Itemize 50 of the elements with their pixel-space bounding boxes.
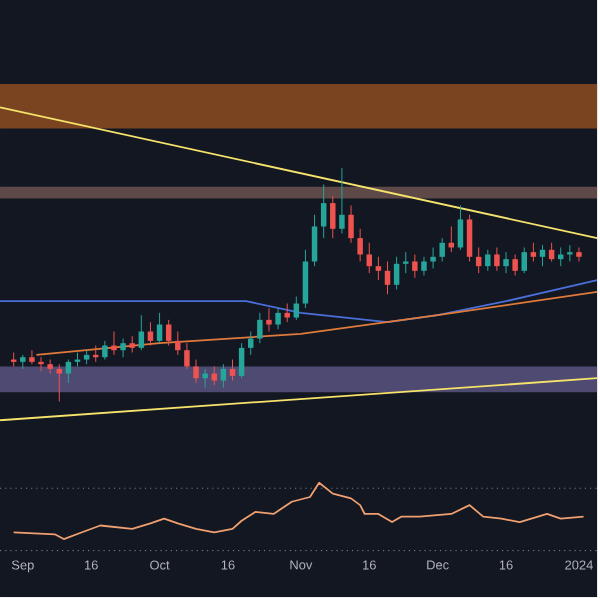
candlestick (65, 359, 72, 384)
candlestick (102, 340, 108, 361)
candlestick (494, 247, 500, 272)
candlestick (430, 247, 436, 270)
candlestick (175, 331, 181, 356)
candlestick (257, 312, 263, 345)
candlestick (357, 228, 363, 263)
candlestick (193, 359, 199, 384)
candlestick (29, 350, 35, 366)
candlestick (165, 319, 172, 347)
candlestick (403, 252, 409, 275)
candlestick (503, 252, 509, 275)
candlestick (466, 214, 473, 263)
candlestick (211, 366, 217, 387)
candlestick (220, 364, 227, 389)
candlestick (138, 315, 145, 352)
candlestick (576, 247, 582, 263)
candlestick (339, 168, 345, 235)
candlestick (229, 359, 236, 382)
candlestick (311, 214, 318, 268)
candlestick (111, 331, 117, 356)
candlestick (120, 338, 126, 359)
candlestick (393, 256, 400, 291)
candlestick (530, 242, 537, 263)
candlestick (521, 247, 527, 275)
candlestick (284, 303, 290, 324)
candlestick (275, 308, 281, 331)
candlestick (38, 357, 44, 373)
candlestick (293, 296, 300, 321)
candlestick (375, 256, 382, 282)
candlestick (384, 261, 391, 296)
candlestick (512, 254, 518, 277)
candlestick (485, 249, 491, 272)
candlestick (202, 368, 208, 389)
candlestick (56, 364, 62, 403)
candlestick (330, 196, 336, 240)
candlestick (156, 312, 163, 345)
candlestick (348, 205, 354, 244)
candlestick (558, 247, 564, 268)
candlestick (421, 256, 427, 277)
candlestick (457, 205, 464, 251)
candlestick (366, 242, 372, 275)
candlestick (539, 245, 546, 268)
candlestick (184, 343, 190, 370)
candlestick (320, 184, 327, 240)
candlestick (238, 343, 245, 380)
candlestick (302, 249, 309, 310)
candlestick (439, 238, 445, 263)
candlestick (266, 308, 272, 333)
candlestick (412, 254, 418, 279)
